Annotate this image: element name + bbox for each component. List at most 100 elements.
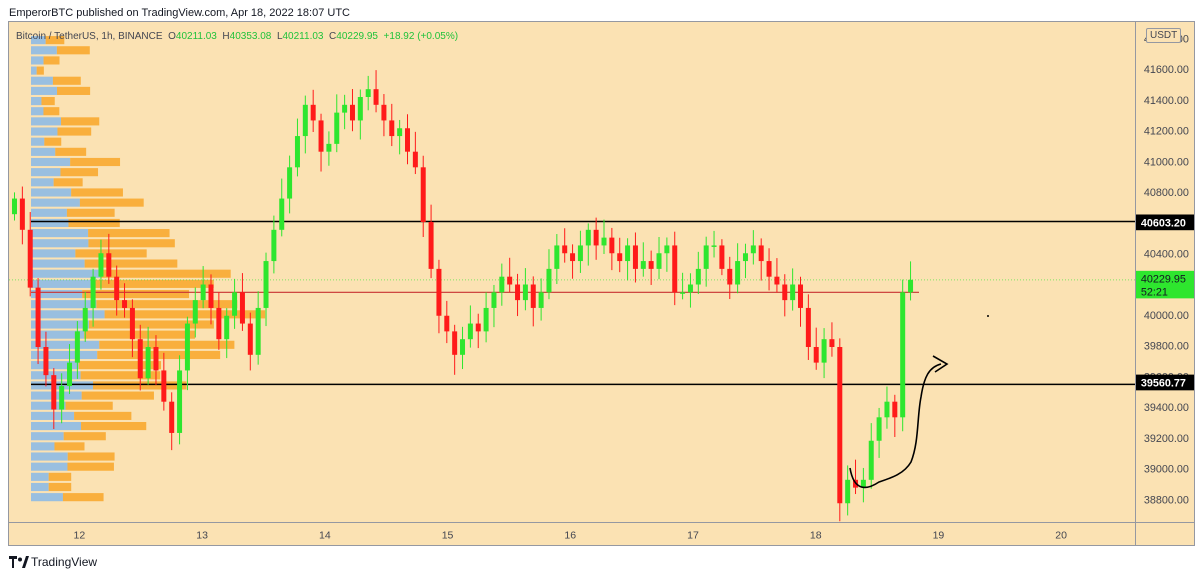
candle-body (908, 279, 914, 293)
candle-body (742, 253, 748, 262)
profile-bar-buy (31, 249, 76, 258)
profile-bar-buy (31, 310, 105, 319)
candle-body (460, 339, 466, 355)
candle-body (475, 323, 481, 332)
profile-bar-sell (67, 462, 114, 471)
candle-body (294, 136, 300, 168)
candle-body (114, 276, 120, 301)
profile-bar-buy (31, 482, 49, 492)
change-value: +18.92 (+0.05%) (383, 31, 459, 42)
candle-body (35, 287, 41, 347)
candle-body (625, 245, 631, 262)
open-value: 40211.03 (175, 31, 217, 42)
publish-bar: EmperorBTC published on TradingView.com,… (0, 0, 1200, 22)
price-tick-label: 40400.00 (1144, 248, 1189, 260)
price-tick-label: 41200.00 (1144, 126, 1189, 138)
candle-body (145, 347, 151, 379)
candle-body (790, 284, 796, 301)
time-tick-label: 15 (442, 529, 454, 541)
candle-body (67, 362, 73, 387)
profile-bar-sell (81, 391, 154, 400)
time-scale[interactable]: 12 13 14 15 16 17 18 19 20 (9, 522, 1135, 545)
candle-body (279, 198, 285, 230)
candle-body (302, 104, 308, 137)
level-label: 39560.77 (1141, 377, 1186, 389)
profile-bar-sell (60, 168, 99, 177)
profile-bar-buy (31, 137, 45, 146)
last-price-label: 40229.95 (1141, 274, 1186, 286)
profile-bar-sell (74, 411, 132, 420)
candle-body (342, 104, 348, 113)
profile-bar-buy (31, 411, 75, 420)
tradingview-logo-icon[interactable] (9, 556, 29, 568)
candle-body (585, 229, 591, 246)
candle-body (892, 401, 898, 418)
profile-bar-buy (31, 46, 57, 55)
profile-bar-buy (31, 107, 44, 116)
profile-bar-buy (31, 168, 61, 177)
profile-bar-buy (31, 218, 69, 227)
close-value: 40229.95 (336, 31, 378, 42)
candle-body (562, 245, 568, 254)
profile-bar-buy (31, 259, 85, 268)
candle-body (530, 284, 536, 308)
profile-bar-buy (31, 300, 97, 309)
profile-bar-sell (61, 117, 100, 126)
level-label: 40603.20 (1141, 217, 1186, 229)
footer (0, 546, 1200, 576)
profile-bar-sell (45, 36, 65, 45)
profile-bar-sell (81, 422, 147, 431)
candle-body (216, 307, 222, 340)
candle-body (876, 417, 882, 441)
candle-body (106, 253, 112, 277)
candle-body (522, 284, 528, 301)
candle-body (515, 284, 521, 301)
candle-body (208, 284, 214, 308)
profile-bar-buy (31, 452, 68, 461)
price-tick-label: 38800.00 (1144, 494, 1189, 506)
candle-body (703, 245, 709, 269)
candle-body (381, 104, 387, 121)
price-tick-label: 40000.00 (1144, 310, 1189, 322)
candle-body (255, 307, 261, 355)
candle-body (161, 370, 167, 402)
candle-body (711, 245, 717, 247)
candle-body (483, 307, 489, 332)
low-value: 40211.03 (282, 31, 324, 42)
currency-badge[interactable]: USDT (1146, 28, 1182, 43)
candle-body (177, 370, 183, 433)
profile-bar-buy (31, 97, 42, 106)
profile-bar-sell (88, 320, 214, 329)
profile-bar-sell (82, 289, 190, 299)
candle-body (774, 276, 780, 285)
candle-body (239, 292, 245, 324)
symbol-legend[interactable]: Bitcoin / TetherUS, 1h, BINANCE O40211.0… (16, 31, 458, 42)
price-scale[interactable]: 38800.0039000.0039200.0039400.0039600.00… (1135, 22, 1194, 522)
candle-body (821, 339, 827, 363)
profile-bar-sell (65, 401, 113, 410)
profile-bar-sell (71, 188, 123, 197)
profile-bar-buy (31, 350, 98, 360)
profile-bar-sell (84, 259, 178, 268)
profile-bar-sell (62, 493, 104, 502)
profile-bar-buy (31, 188, 72, 197)
candle-body (232, 292, 238, 316)
candle-body (287, 167, 293, 199)
chart-pane[interactable] (9, 22, 1135, 522)
profile-bar-buy (31, 76, 53, 85)
drawn-path (849, 363, 942, 489)
tradingview-brand[interactable]: TradingView (31, 555, 98, 569)
candle-body (420, 167, 426, 222)
profile-bar-sell (54, 442, 85, 451)
profile-bar-sell (84, 330, 195, 339)
candle-body (632, 245, 638, 269)
candle-body (860, 479, 866, 488)
profile-bar-sell (41, 97, 55, 106)
profile-bar-sell (78, 361, 162, 370)
candle-body (617, 253, 623, 262)
time-tick-label: 12 (74, 529, 86, 541)
profile-bar-sell (79, 198, 144, 207)
candle-body (837, 347, 843, 504)
profile-bar-sell (80, 371, 161, 380)
profile-bar-sell (48, 482, 72, 492)
